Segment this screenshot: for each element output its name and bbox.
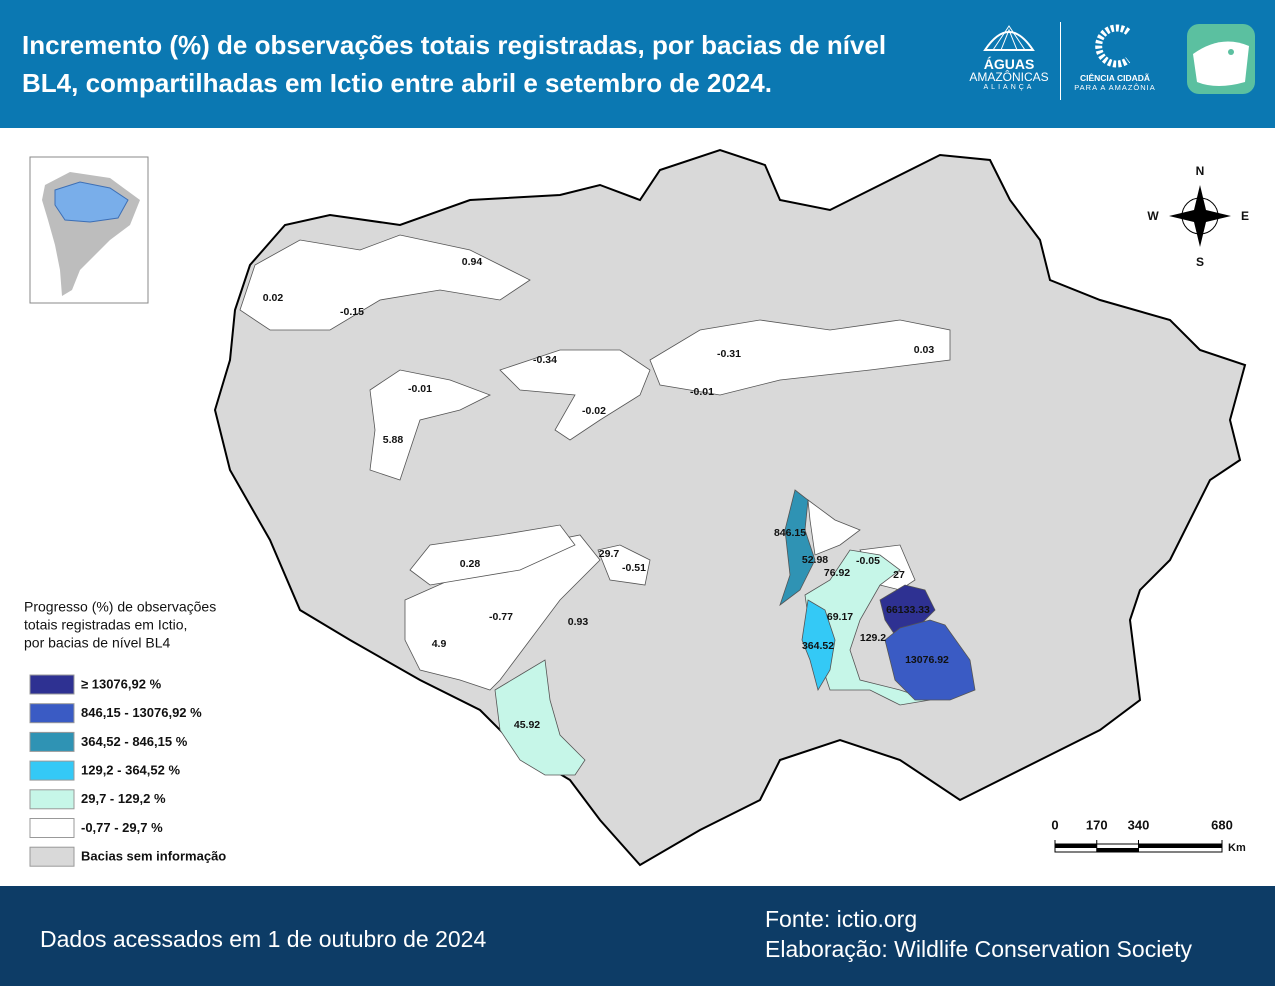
ciencia-logo: CIÊNCIA CIDADÃ PARA A AMAZÔNIA [1065, 22, 1165, 92]
basins: 0.94 0.02 -0.15 -0.34 -0.31 0.03 -0.01 -0.02 -0.… [213, 148, 1247, 867]
legend-swatch [29, 703, 75, 724]
logo-text: ALIANÇA [983, 84, 1035, 91]
legend-swatch [29, 760, 75, 781]
legend-swatch [29, 731, 75, 752]
basin-label: -0.15 [340, 306, 364, 318]
basin-label: 29.7 [599, 548, 620, 560]
basin-label: 69.17 [827, 611, 853, 623]
footer-credit: Elaboração: Wildlife Conservation Societ… [765, 936, 1192, 962]
legend-title: totais registradas em Ictio, [24, 617, 187, 633]
basin-label: -0.51 [622, 562, 646, 574]
logo-icon [983, 25, 1035, 51]
basin-label: 846.15 [774, 527, 806, 539]
inset-basin [54, 181, 129, 223]
aguas-logo: ÁGUAS AMAZÔNICAS ALIANÇA [960, 20, 1058, 91]
scale-tick-label: 680 [1211, 817, 1233, 832]
legend: Progresso (%) de observações totais regis… [24, 599, 226, 867]
scale-tick-label: 340 [1128, 817, 1150, 832]
compass-n: N [1196, 164, 1205, 178]
basin-label: 66133.33 [886, 604, 930, 616]
basin-region [494, 659, 586, 776]
compass-e: E [1241, 209, 1249, 223]
logo-text: AMAZÔNICAS [969, 70, 1049, 84]
basin-region [597, 544, 651, 586]
basin-label: 5.88 [383, 434, 404, 446]
compass-s: S [1196, 255, 1204, 269]
title: Incremento (%) de observações totais reg… [22, 30, 887, 98]
logo-text: ÁGUAS [983, 56, 1035, 72]
basin-label: 0.02 [263, 292, 284, 304]
legend-title: Progresso (%) de observações [24, 599, 216, 615]
basin-label: 27 [893, 569, 905, 581]
scale-segment [1096, 848, 1139, 852]
scale-unit: Km [1228, 842, 1246, 854]
legend-label: Bacias sem informação [81, 849, 226, 864]
basin-label: 13076.92 [905, 654, 949, 666]
basin-label: 0.28 [460, 558, 481, 570]
legend-swatch [29, 674, 75, 695]
compass-w: W [1147, 209, 1159, 223]
legend-swatch [29, 818, 75, 838]
inset-map [29, 156, 149, 304]
logo-text: PARA A AMAZÔNIA [1074, 83, 1156, 92]
legend-swatch [29, 846, 75, 867]
header: Incremento (%) de observações totais reg… [0, 0, 1275, 128]
basin-label: 45.92 [514, 719, 540, 731]
legend-label: 364,52 - 846,15 % [81, 734, 188, 749]
legend-label: 846,15 - 13076,92 % [81, 705, 202, 720]
footer-date: Dados acessados em 1 de outubro de 2024 [40, 926, 487, 952]
basin-label: 52.98 [802, 554, 828, 566]
basin-region [239, 234, 531, 331]
basin-label: -0.77 [489, 611, 513, 623]
basin-region [649, 319, 951, 396]
compass-star [1169, 185, 1231, 247]
legend-title: por bacias de nível BL4 [24, 635, 171, 651]
ictio-logo [1187, 24, 1255, 94]
basin-label: -0.31 [717, 348, 741, 360]
basin-region [884, 619, 976, 701]
basin-label: -0.34 [533, 354, 557, 366]
legend-swatch [29, 789, 75, 810]
legend-label: 29,7 - 129,2 % [81, 791, 166, 806]
logo-icon [1095, 24, 1131, 68]
basin-region [779, 489, 816, 607]
legend-label: ≥ 13076,92 % [81, 676, 162, 691]
map: 0.94 0.02 -0.15 -0.34 -0.31 0.03 -0.01 -0.02 -0.… [24, 148, 1249, 867]
scale-tick-label: 170 [1086, 817, 1108, 832]
basin-label: 4.9 [432, 638, 447, 650]
basin-label: 364.52 [802, 640, 834, 652]
legend-label: 129,2 - 364,52 % [81, 763, 180, 778]
basin-label: 76.92 [824, 567, 850, 579]
scale-segment [1138, 844, 1222, 848]
compass: N S W E [1147, 164, 1249, 269]
basin-label: -0.05 [856, 555, 880, 567]
basin-region [499, 349, 651, 441]
basin-label: 0.94 [462, 256, 483, 268]
scale-bar: 0 170 340 680 Km [1051, 817, 1246, 853]
basin-region [369, 369, 491, 481]
basin-region [409, 524, 576, 586]
basin-label: -0.01 [690, 386, 714, 398]
divider [1060, 22, 1061, 100]
basin-region [801, 599, 836, 692]
scale-tick-label: 0 [1051, 817, 1058, 832]
basin-label: -0.02 [582, 405, 606, 417]
footer-source: Fonte: ictio.org [765, 906, 918, 932]
basin-region [807, 499, 861, 556]
footer: Dados acessados em 1 de outubro de 2024 … [0, 886, 1275, 986]
basin-label: -0.01 [408, 383, 432, 395]
legend-label: -0,77 - 29,7 % [81, 820, 163, 835]
logo-text: CIÊNCIA CIDADÃ [1079, 73, 1151, 83]
scale-segment [1055, 844, 1097, 848]
basin-label: 0.93 [568, 616, 589, 628]
basin-region [804, 549, 931, 706]
basin-label: 129.2 [860, 632, 886, 644]
basin-label: 0.03 [914, 344, 935, 356]
